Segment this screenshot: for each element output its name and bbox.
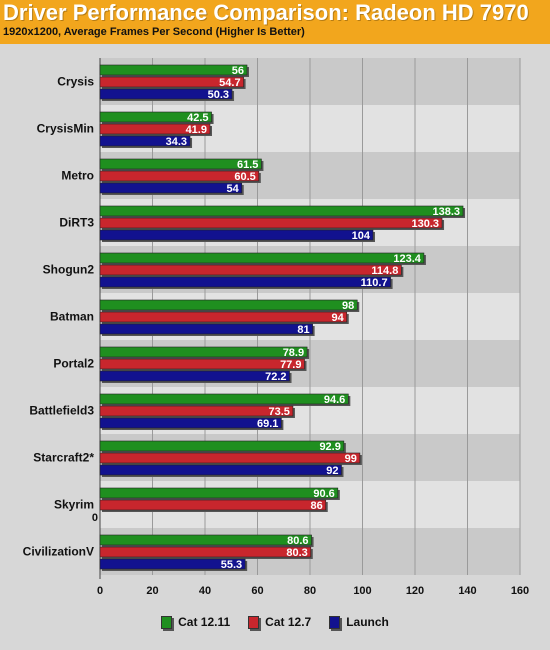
bar-cat-12-11-shogun2 bbox=[99, 252, 425, 264]
x-tick-label: 120 bbox=[406, 585, 424, 597]
x-tick-label: 100 bbox=[353, 585, 371, 597]
bar-cat-12-7-metro bbox=[99, 170, 260, 182]
value-label-cat-12-7-dirt3: 130.3 bbox=[412, 218, 440, 230]
value-label-launch-civilizationv: 55.3 bbox=[221, 559, 242, 571]
chart-subtitle: 1920x1200, Average Frames Per Second (Hi… bbox=[3, 26, 305, 38]
bar-launch-metro bbox=[99, 182, 243, 194]
value-label-launch-starcraft2: 92 bbox=[326, 465, 338, 477]
value-label-cat-12-11-crysis: 56 bbox=[232, 65, 244, 77]
value-label-launch-skyrim: 0 bbox=[92, 512, 98, 524]
bar-cat-12-7-crysismin bbox=[99, 123, 211, 135]
bar-cat-12-7-portal2 bbox=[99, 358, 305, 370]
value-label-launch-crysis: 50.3 bbox=[208, 89, 229, 101]
bar-cat-12-7-battlefield3 bbox=[99, 405, 294, 417]
legend-item-launch: Launch bbox=[329, 612, 389, 632]
category-label-civilizationv: CivilizationV bbox=[23, 545, 94, 559]
value-label-cat-12-7-crysis: 54.7 bbox=[219, 77, 240, 89]
bar-cat-12-11-crysis bbox=[99, 64, 248, 76]
x-tick-label: 160 bbox=[511, 585, 529, 597]
bar-cat-12-7-dirt3 bbox=[99, 217, 443, 229]
bar-launch-battlefield3 bbox=[99, 417, 282, 429]
value-label-cat-12-11-starcraft2: 92.9 bbox=[319, 441, 340, 453]
bar-cat-12-11-portal2 bbox=[99, 346, 308, 358]
bar-launch-crysismin bbox=[99, 135, 191, 147]
legend-label-cat-12-7: Cat 12.7 bbox=[265, 615, 312, 629]
bar-cat-12-11-civilizationv bbox=[99, 534, 312, 546]
value-label-launch-crysismin: 34.3 bbox=[166, 136, 187, 148]
legend-swatch-launch bbox=[329, 615, 341, 629]
value-label-cat-12-7-starcraft2: 99 bbox=[345, 453, 357, 465]
value-label-launch-shogun2: 110.7 bbox=[361, 277, 388, 289]
x-tick-label: 20 bbox=[146, 585, 158, 597]
x-tick-label: 0 bbox=[97, 585, 103, 597]
bar-launch-starcraft2 bbox=[99, 464, 342, 476]
category-label-shogun2: Shogun2 bbox=[43, 263, 95, 277]
legend-swatch-cat-12-7 bbox=[248, 615, 260, 629]
value-label-cat-12-11-portal2: 78.9 bbox=[283, 347, 304, 359]
value-label-cat-12-11-civilizationv: 80.6 bbox=[287, 535, 308, 547]
value-label-launch-portal2: 72.2 bbox=[265, 371, 286, 383]
chart-header: Driver Performance Comparison: Radeon HD… bbox=[0, 0, 550, 44]
bar-launch-civilizationv bbox=[99, 558, 246, 570]
value-label-cat-12-11-skyrim: 90.6 bbox=[313, 488, 334, 500]
bar-cat-12-7-skyrim bbox=[99, 499, 327, 511]
legend-item-cat-12-7: Cat 12.7 bbox=[248, 612, 311, 632]
bar-cat-12-11-skyrim bbox=[99, 487, 339, 499]
category-label-skyrim: Skyrim bbox=[54, 498, 94, 512]
category-label-starcraft2: Starcraft2* bbox=[33, 451, 94, 465]
value-label-launch-metro: 54 bbox=[227, 183, 240, 195]
legend-label-launch: Launch bbox=[346, 615, 389, 629]
legend-swatch-cat-12-11 bbox=[161, 615, 173, 629]
category-label-metro: Metro bbox=[61, 169, 94, 183]
category-label-crysismin: CrysisMin bbox=[37, 122, 94, 136]
value-label-cat-12-7-battlefield3: 73.5 bbox=[269, 406, 290, 418]
value-label-cat-12-7-shogun2: 114.8 bbox=[371, 265, 398, 277]
value-label-cat-12-7-batman: 94 bbox=[332, 312, 345, 324]
bar-cat-12-11-batman bbox=[99, 299, 358, 311]
value-label-cat-12-7-portal2: 77.9 bbox=[280, 359, 301, 371]
value-label-cat-12-11-dirt3: 138.3 bbox=[433, 206, 461, 218]
category-label-portal2: Portal2 bbox=[53, 357, 94, 371]
value-label-launch-batman: 81 bbox=[297, 324, 309, 336]
bar-cat-12-7-shogun2 bbox=[99, 264, 402, 276]
value-label-cat-12-11-shogun2: 123.4 bbox=[393, 253, 421, 265]
value-label-launch-battlefield3: 69.1 bbox=[257, 418, 278, 430]
value-label-cat-12-7-civilizationv: 80.3 bbox=[286, 547, 307, 559]
bar-cat-12-7-starcraft2 bbox=[99, 452, 361, 464]
bar-launch-crysis bbox=[99, 88, 233, 100]
legend-item-cat-12-11: Cat 12.11 bbox=[161, 612, 230, 632]
value-label-cat-12-11-metro: 61.5 bbox=[237, 159, 258, 171]
category-label-battlefield3: Battlefield3 bbox=[29, 404, 94, 418]
value-label-cat-12-7-metro: 60.5 bbox=[234, 171, 255, 183]
bar-cat-12-7-crysis bbox=[99, 76, 244, 88]
legend-label-cat-12-11: Cat 12.11 bbox=[178, 615, 231, 629]
x-tick-label: 80 bbox=[304, 585, 316, 597]
chart-title: Driver Performance Comparison: Radeon HD… bbox=[3, 0, 529, 25]
value-label-cat-12-7-skyrim: 86 bbox=[311, 500, 323, 512]
chart-legend: Cat 12.11 Cat 12.7 Launch bbox=[0, 612, 550, 632]
value-label-cat-12-7-crysismin: 41.9 bbox=[186, 124, 207, 136]
bar-cat-12-11-crysismin bbox=[99, 111, 212, 123]
category-label-dirt3: DiRT3 bbox=[59, 216, 94, 230]
value-label-launch-dirt3: 104 bbox=[352, 230, 371, 242]
category-label-crysis: Crysis bbox=[57, 75, 94, 89]
bar-cat-12-11-metro bbox=[99, 158, 262, 170]
bar-launch-shogun2 bbox=[99, 276, 391, 288]
bar-cat-12-7-batman bbox=[99, 311, 348, 323]
value-label-cat-12-11-battlefield3: 94.6 bbox=[324, 394, 345, 406]
bar-launch-portal2 bbox=[99, 370, 290, 382]
x-tick-label: 40 bbox=[199, 585, 211, 597]
bar-cat-12-7-civilizationv bbox=[99, 546, 312, 558]
bar-launch-dirt3 bbox=[99, 229, 374, 241]
bar-cat-12-11-battlefield3 bbox=[99, 393, 349, 405]
x-tick-label: 60 bbox=[251, 585, 263, 597]
value-label-cat-12-11-crysismin: 42.5 bbox=[187, 112, 208, 124]
x-tick-label: 140 bbox=[458, 585, 476, 597]
bar-cat-12-11-starcraft2 bbox=[99, 440, 345, 452]
value-label-cat-12-11-batman: 98 bbox=[342, 300, 354, 312]
bar-launch-batman bbox=[99, 323, 313, 335]
category-label-batman: Batman bbox=[50, 310, 94, 324]
bar-cat-12-11-dirt3 bbox=[99, 205, 464, 217]
